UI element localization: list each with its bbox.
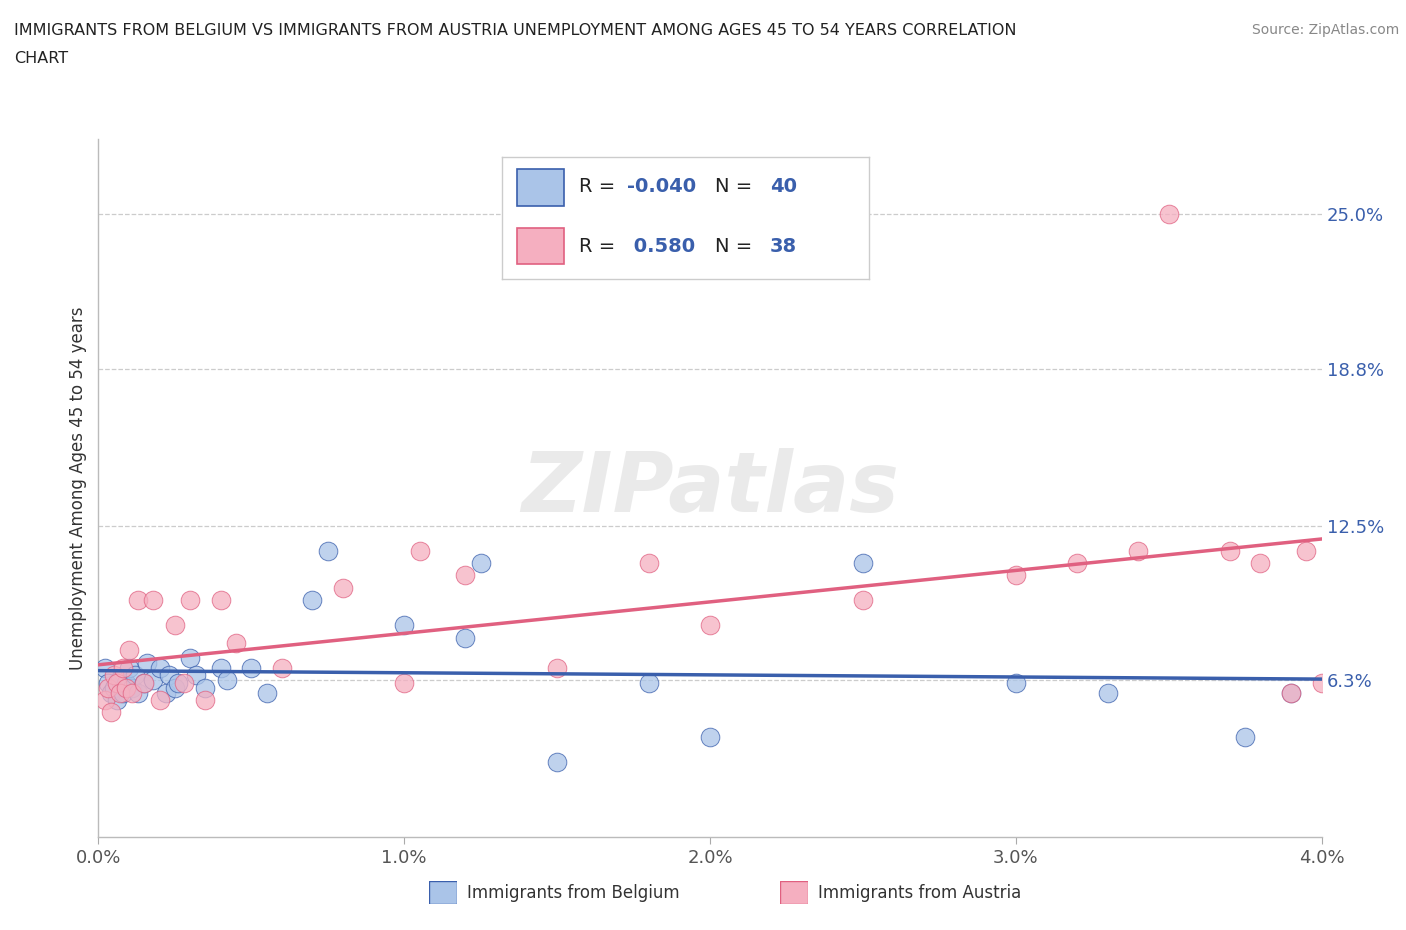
Point xyxy=(1128,543,1150,558)
Point xyxy=(97,680,120,695)
Text: Immigrants from Belgium: Immigrants from Belgium xyxy=(467,884,679,902)
Text: IMMIGRANTS FROM BELGIUM VS IMMIGRANTS FROM AUSTRIA UNEMPLOYMENT AMONG AGES 45 TO: IMMIGRANTS FROM BELGIUM VS IMMIGRANTS FR… xyxy=(14,23,1017,38)
Point xyxy=(256,685,278,700)
Point xyxy=(194,680,217,695)
Point xyxy=(118,660,141,675)
Point xyxy=(173,675,195,690)
Point xyxy=(108,672,131,687)
Point xyxy=(209,660,232,675)
Text: ZIPatlas: ZIPatlas xyxy=(522,447,898,529)
Point xyxy=(301,593,323,608)
Point xyxy=(454,631,477,645)
Point xyxy=(134,675,156,690)
Point xyxy=(1279,685,1302,700)
Point xyxy=(1004,675,1026,690)
Point xyxy=(163,618,186,632)
Point xyxy=(149,660,172,675)
Point xyxy=(124,668,146,683)
Point xyxy=(1310,675,1333,690)
Point xyxy=(100,705,122,720)
Point xyxy=(179,650,201,665)
Point xyxy=(1295,543,1317,558)
Point xyxy=(127,685,149,700)
Point xyxy=(100,685,122,700)
Point xyxy=(167,675,190,690)
Point xyxy=(215,672,238,687)
Text: Source: ZipAtlas.com: Source: ZipAtlas.com xyxy=(1251,23,1399,37)
Point xyxy=(194,693,217,708)
Point xyxy=(408,543,430,558)
Y-axis label: Unemployment Among Ages 45 to 54 years: Unemployment Among Ages 45 to 54 years xyxy=(69,307,87,670)
Text: Immigrants from Austria: Immigrants from Austria xyxy=(818,884,1022,902)
Point xyxy=(136,655,159,670)
Point xyxy=(637,675,661,690)
Point xyxy=(546,660,568,675)
Point xyxy=(149,693,172,708)
Point xyxy=(105,693,128,708)
Text: CHART: CHART xyxy=(14,51,67,66)
Point xyxy=(852,593,875,608)
Point xyxy=(470,555,492,570)
Point xyxy=(134,675,156,690)
Point xyxy=(225,635,247,650)
Point xyxy=(392,675,416,690)
Point xyxy=(142,672,165,687)
Point xyxy=(105,675,128,690)
Point xyxy=(1279,685,1302,700)
Point xyxy=(121,685,143,700)
Point xyxy=(186,668,208,683)
Point xyxy=(97,675,120,690)
Point xyxy=(1157,206,1180,221)
Point xyxy=(1249,555,1271,570)
Point xyxy=(852,555,875,570)
Point xyxy=(1234,730,1257,745)
Point xyxy=(118,643,141,658)
Point xyxy=(699,618,721,632)
Point xyxy=(111,660,134,675)
Point xyxy=(270,660,294,675)
Point xyxy=(179,593,201,608)
Point xyxy=(93,660,115,675)
Point xyxy=(103,680,125,695)
Point xyxy=(316,543,339,558)
Point xyxy=(157,668,180,683)
Point xyxy=(103,668,125,683)
Point xyxy=(1097,685,1119,700)
Point xyxy=(699,730,721,745)
Point xyxy=(1066,555,1088,570)
Point xyxy=(163,680,186,695)
Point xyxy=(240,660,263,675)
Point xyxy=(115,675,138,690)
Point xyxy=(1219,543,1241,558)
Point xyxy=(111,685,134,700)
Point xyxy=(108,685,131,700)
Point xyxy=(93,693,115,708)
Point xyxy=(392,618,416,632)
Point xyxy=(127,593,149,608)
Point xyxy=(637,555,661,570)
Point xyxy=(142,593,165,608)
Point xyxy=(155,685,177,700)
Point xyxy=(454,568,477,583)
Point xyxy=(209,593,232,608)
Point xyxy=(546,755,568,770)
Point xyxy=(1004,568,1026,583)
Point xyxy=(115,680,138,695)
Point xyxy=(121,680,143,695)
Point xyxy=(332,580,354,595)
